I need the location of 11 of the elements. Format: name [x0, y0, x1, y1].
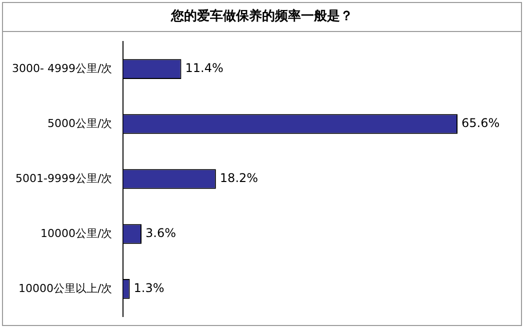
y-tick-label: 5001-9999公里/次	[15, 172, 112, 185]
y-tick-label: 10000公里以上/次	[18, 282, 112, 295]
y-tick-label: 5000公里/次	[47, 116, 112, 130]
chart-title: 您的爱车做保养的频率一般是？	[3, 3, 521, 32]
y-tick-label: 10000公里/次	[40, 226, 112, 240]
data-label: 1.3%	[134, 281, 164, 296]
data-label: 11.4%	[185, 61, 224, 76]
y-tick-label: 3000- 4999公里/次	[12, 62, 112, 75]
data-label: 65.6%	[462, 116, 500, 130]
data-label: 18.2%	[220, 171, 258, 186]
data-label: 3.6%	[146, 226, 176, 240]
